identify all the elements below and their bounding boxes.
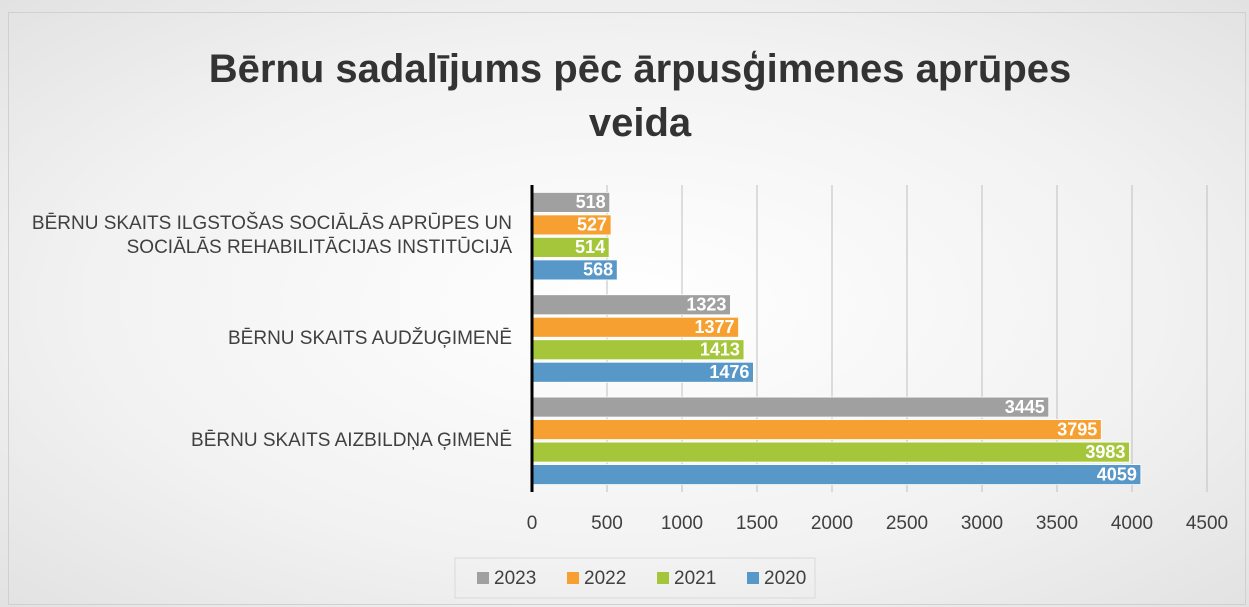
data-label: 3983	[1085, 442, 1125, 462]
y-tick-label: BĒRNU SKAITS ILGSTOŠAS SOCIĀLĀS APRŪPES …	[31, 213, 512, 259]
data-label: 4059	[1097, 464, 1137, 484]
data-label: 518	[576, 192, 606, 212]
x-tick-label: 1500	[736, 513, 778, 534]
data-label: 1476	[709, 362, 749, 382]
legend-swatch	[477, 572, 489, 584]
legend-label: 2021	[674, 568, 716, 589]
chart-title: Bērnu sadalījums pēc ārpusģimenes aprūpe…	[208, 47, 1072, 145]
x-tick-label: 2500	[886, 513, 928, 534]
bar	[531, 396, 1050, 418]
legend-label: 2020	[764, 568, 806, 589]
bar	[531, 441, 1130, 463]
legend-swatch	[657, 572, 669, 584]
data-label: 1413	[700, 340, 740, 360]
x-tick-label: 3000	[961, 513, 1003, 534]
legend-swatch	[747, 572, 759, 584]
data-label: 514	[575, 237, 605, 257]
chart-frame	[8, 12, 1246, 605]
legend-label: 2022	[584, 568, 626, 589]
legend-swatch	[567, 572, 579, 584]
data-label: 568	[583, 260, 613, 280]
x-tick-label: 2000	[811, 513, 853, 534]
data-label: 1377	[695, 317, 735, 337]
bar	[531, 419, 1102, 440]
data-label: 1323	[686, 295, 726, 315]
data-label: 527	[577, 215, 607, 235]
x-tick-label: 1000	[661, 513, 703, 534]
x-tick-label: 3500	[1036, 513, 1078, 534]
x-tick-label: 4500	[1186, 513, 1228, 534]
y-tick-label: BĒRNU SKAITS AUDŽUĢIMENĒ	[228, 327, 512, 349]
legend-box	[454, 557, 816, 599]
x-tick-label: 0	[527, 513, 538, 534]
bar	[531, 464, 1142, 485]
legend-label: 2023	[494, 568, 536, 589]
y-tick-label: BĒRNU SKAITS AIZBILDŅA ĢIMENĒ	[191, 429, 512, 451]
x-tick-label: 500	[591, 513, 623, 534]
data-label: 3795	[1057, 419, 1097, 439]
x-tick-label: 4000	[1111, 513, 1153, 534]
data-label: 3445	[1005, 397, 1045, 417]
